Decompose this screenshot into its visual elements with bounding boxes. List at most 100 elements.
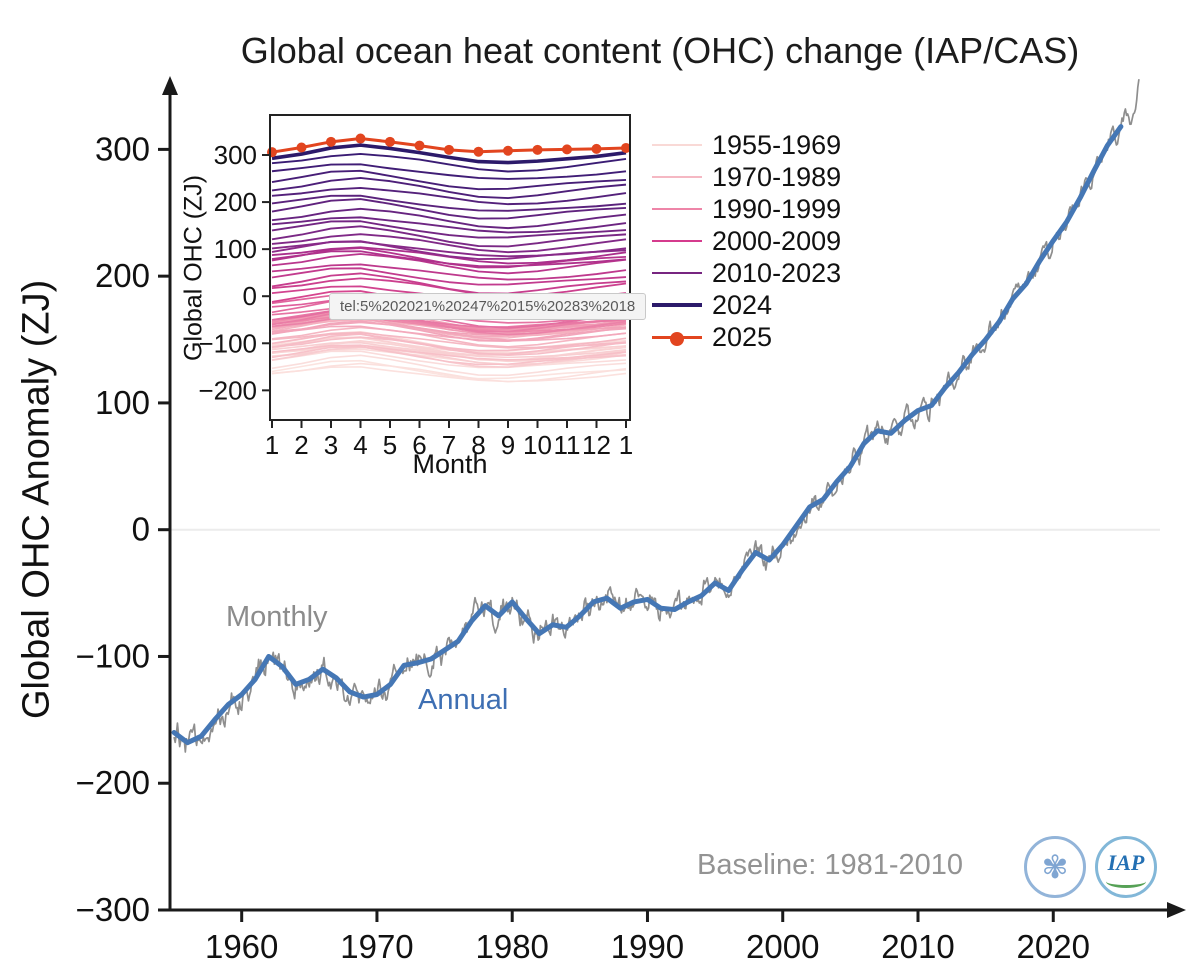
inset-group-2025 bbox=[267, 133, 631, 158]
inset-x-tick-label: 1 bbox=[619, 430, 633, 460]
legend-swatch bbox=[652, 272, 702, 274]
inset-y-tick-label: −200 bbox=[198, 375, 257, 405]
inset-year-line bbox=[271, 194, 627, 212]
x-tick-label: 2010 bbox=[881, 928, 954, 965]
legend-swatch bbox=[652, 208, 702, 210]
baseline-note: Baseline: 1981-2010 bbox=[697, 849, 964, 881]
inset-group-2024 bbox=[271, 143, 627, 165]
inset-year-line bbox=[271, 331, 627, 349]
legend-row: 1970-1989 bbox=[652, 161, 841, 193]
inset-y-axis-label: Global OHC (ZJ) bbox=[179, 174, 208, 361]
x-tick-label: 2000 bbox=[746, 928, 819, 965]
inset-y-tick-label: 300 bbox=[214, 140, 257, 170]
inset-year-line bbox=[271, 354, 627, 377]
inset-x-tick-label: 1 bbox=[265, 430, 279, 460]
inset-year-line bbox=[271, 345, 627, 366]
inset-marker-2025 bbox=[296, 142, 307, 153]
iap-swoosh-icon bbox=[1106, 875, 1146, 888]
y-tick-label: −200 bbox=[76, 764, 150, 801]
inset-y-tick-label: 0 bbox=[243, 281, 257, 311]
inset-year-line bbox=[271, 216, 627, 234]
legend-marker-dot bbox=[670, 331, 684, 346]
inset-year-line bbox=[271, 152, 627, 173]
legend-row: 2024 bbox=[652, 289, 841, 321]
x-axis-arrow bbox=[1167, 902, 1186, 918]
y-tick-label: 100 bbox=[95, 384, 150, 421]
inset-year-line bbox=[271, 186, 627, 206]
inset-marker-2025 bbox=[621, 142, 631, 153]
legend-row: 2000-2009 bbox=[652, 225, 841, 257]
legend-label: 2000-2009 bbox=[712, 225, 842, 256]
y-tick-label: −300 bbox=[76, 891, 150, 928]
inset-x-tick-label: 9 bbox=[501, 430, 515, 460]
legend-label: 1990-1999 bbox=[712, 193, 842, 224]
legend-row: 1955-1969 bbox=[652, 129, 841, 161]
inset-marker-2025 bbox=[414, 140, 425, 151]
inset-year-line bbox=[271, 326, 627, 348]
y-tick-label: 0 bbox=[132, 511, 150, 548]
inset-x-tick-label: 6 bbox=[412, 430, 426, 460]
inset-year-line bbox=[271, 267, 627, 286]
inset-marker-2025 bbox=[591, 143, 602, 154]
legend-label: 1955-1969 bbox=[712, 129, 842, 160]
cas-emblem-icon: ✾ bbox=[1041, 849, 1069, 885]
inset-year-line bbox=[271, 253, 627, 275]
cas-logo: ✾ bbox=[1024, 836, 1086, 898]
inset-x-tick-label: 8 bbox=[471, 430, 485, 460]
inset-year-line bbox=[271, 320, 627, 342]
inset-year-line bbox=[271, 207, 627, 230]
legend-swatch bbox=[652, 331, 702, 346]
inset-year-line bbox=[271, 250, 627, 268]
inset-x-tick-label: 2 bbox=[294, 430, 308, 460]
inset-x-tick-label: 11 bbox=[554, 430, 581, 460]
inset-marker-2025 bbox=[326, 136, 336, 147]
inset-marker-2025 bbox=[444, 144, 454, 155]
inset-y-tick-label: 200 bbox=[214, 187, 257, 217]
annual-line bbox=[171, 124, 1124, 746]
inset-x-tick-label: 10 bbox=[523, 430, 552, 460]
x-tick-label: 1970 bbox=[340, 928, 413, 965]
legend-row: 1990-1999 bbox=[652, 193, 841, 225]
legend-swatch bbox=[652, 144, 702, 146]
inset-group-2010-2023 bbox=[271, 152, 627, 261]
inset-year-line bbox=[271, 359, 627, 380]
inset-year-line bbox=[271, 333, 627, 352]
inset-marker-2025 bbox=[532, 144, 543, 155]
inset-marker-2025 bbox=[562, 144, 572, 155]
inset-line-2024 bbox=[271, 143, 627, 165]
inset-year-line bbox=[271, 263, 627, 281]
inset-legend: 1955-1969 1970-1989 1990-1999 2000-2009 2010… bbox=[652, 129, 841, 353]
inset-year-line bbox=[271, 272, 627, 295]
inset-x-tick-label: 3 bbox=[324, 430, 338, 460]
legend-swatch bbox=[652, 240, 702, 242]
inset-year-line bbox=[271, 198, 627, 220]
chart-title: Global ocean heat content (OHC) change (… bbox=[240, 30, 1080, 71]
inset-x-tick-label: 12 bbox=[582, 430, 611, 460]
logos: ✾ IAP bbox=[1024, 836, 1157, 898]
inset-x-tick-label: 4 bbox=[353, 430, 367, 460]
inset-x-axis-label: Month bbox=[412, 449, 488, 479]
inset-year-line bbox=[271, 362, 627, 383]
legend-row: 2010-2023 bbox=[652, 257, 841, 289]
inset-year-line bbox=[271, 163, 627, 180]
legend-label: 2025 bbox=[712, 321, 773, 352]
inset-year-line bbox=[271, 225, 627, 248]
monthly-series-label: Monthly bbox=[226, 601, 328, 633]
inset-marker-2025 bbox=[355, 133, 366, 144]
annual-series-label: Annual bbox=[418, 684, 509, 716]
inset-year-line bbox=[271, 169, 627, 191]
y-tick-label: −100 bbox=[76, 637, 150, 674]
inset-year-line bbox=[271, 350, 627, 369]
inset-x-tick-label: 5 bbox=[383, 430, 397, 460]
x-tick-label: 2020 bbox=[1017, 928, 1090, 965]
y-tick-label: 300 bbox=[95, 130, 150, 167]
inset-year-line bbox=[271, 336, 627, 357]
x-tick-label: 1960 bbox=[205, 928, 278, 965]
inset-y-tick-label: −100 bbox=[198, 328, 257, 358]
inset-year-line bbox=[271, 177, 627, 199]
inset-x-tick-label: 7 bbox=[442, 430, 456, 460]
legend-row: 2025 bbox=[652, 321, 841, 353]
y-tick-label: 200 bbox=[95, 257, 150, 294]
